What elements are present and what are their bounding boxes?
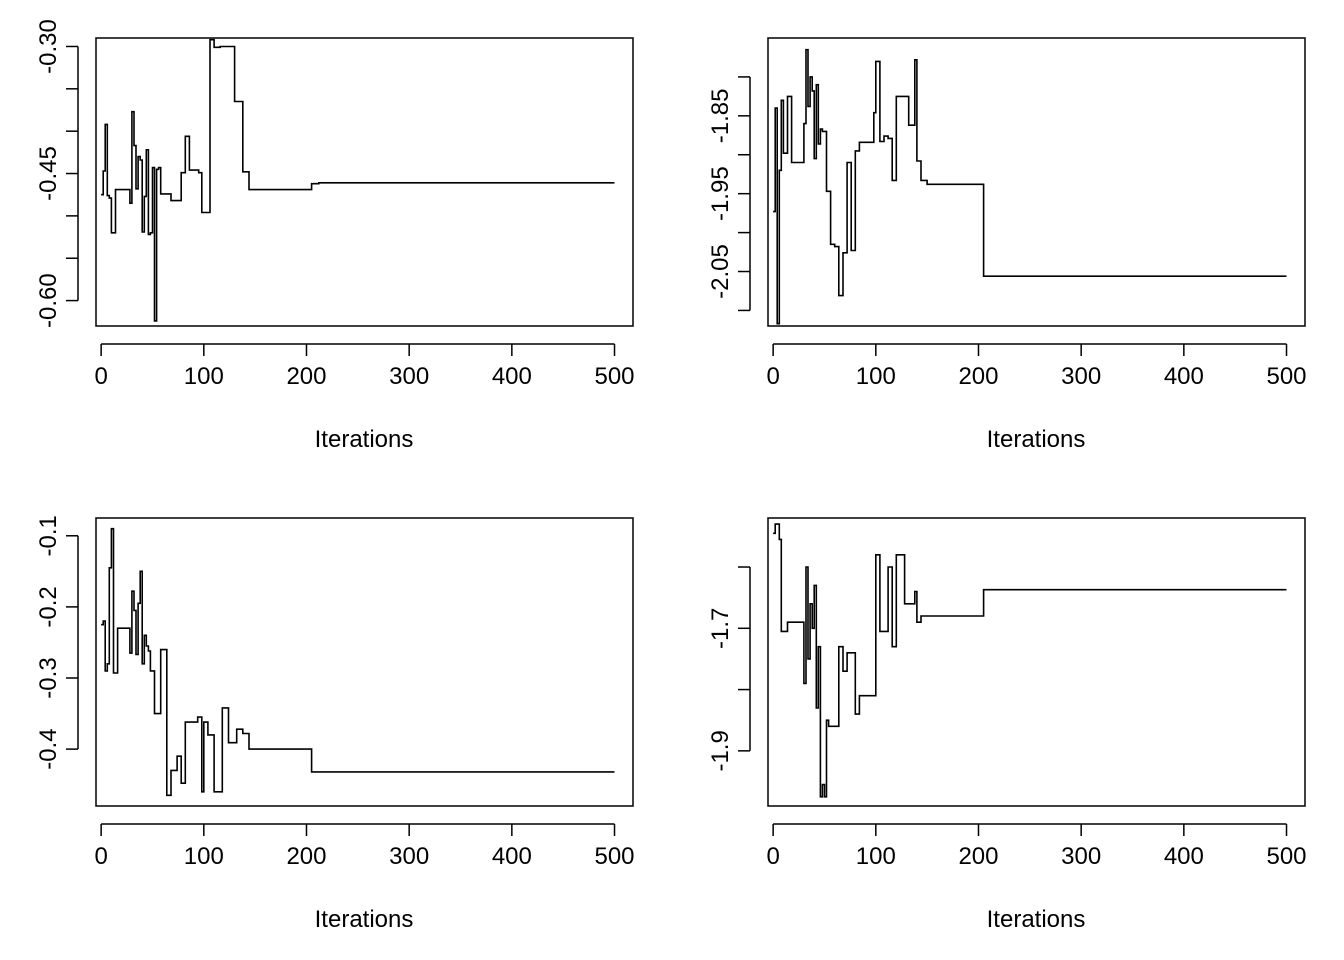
x-tick-label: 500 xyxy=(1266,363,1306,390)
y-tick-label: -1.95 xyxy=(707,166,734,221)
x-tick-label: 500 xyxy=(594,363,634,390)
series-line xyxy=(101,527,615,797)
plot-frame xyxy=(767,517,1306,807)
x-tick-label: 0 xyxy=(766,843,779,870)
x-axis-title: Iterations xyxy=(315,906,414,933)
x-axis-title: Iterations xyxy=(987,906,1086,933)
x-tick-label: 100 xyxy=(856,843,896,870)
y-tick-label: -0.60 xyxy=(35,273,62,328)
x-tick-label: 100 xyxy=(184,363,224,390)
y-tick-label: -0.1 xyxy=(35,515,62,556)
x-tick-label: 500 xyxy=(594,843,634,870)
x-tick-label: 200 xyxy=(958,843,998,870)
x-tick-label: 200 xyxy=(286,363,326,390)
y-tick-label: -1.9 xyxy=(707,730,734,771)
x-tick-label: 500 xyxy=(1266,843,1306,870)
y-tick-label: -0.45 xyxy=(35,146,62,201)
x-tick-label: 400 xyxy=(1164,843,1204,870)
y-tick-label: -0.4 xyxy=(35,728,62,769)
plot-frame xyxy=(95,517,634,807)
x-tick-label: 0 xyxy=(766,363,779,390)
series-line xyxy=(773,523,1287,798)
x-tick-label: 300 xyxy=(389,363,429,390)
x-tick-label: 300 xyxy=(1061,363,1101,390)
x-tick-label: 0 xyxy=(94,843,107,870)
panel-bottom-right: Iterations 0 100 200 300 400 500 -1.7 -1.9 xyxy=(707,517,1307,933)
series-line xyxy=(101,38,615,322)
x-tick-label: 300 xyxy=(389,843,429,870)
panel-top-right: Iterations 0 100 200 300 400 500 -1.85 -1.95 -2.… xyxy=(707,37,1307,453)
x-tick-label: 200 xyxy=(286,843,326,870)
x-tick-label: 400 xyxy=(1164,363,1204,390)
x-tick-label: 300 xyxy=(1061,843,1101,870)
plot-frame xyxy=(95,37,634,327)
y-tick-label: -1.85 xyxy=(707,88,734,143)
x-tick-label: 100 xyxy=(184,843,224,870)
plot-frame xyxy=(767,37,1306,327)
y-tick-label: -0.2 xyxy=(35,586,62,627)
x-tick-label: 0 xyxy=(94,363,107,390)
x-tick-label: 200 xyxy=(958,363,998,390)
x-tick-label: 400 xyxy=(492,363,532,390)
x-tick-label: 400 xyxy=(492,843,532,870)
y-tick-label: -0.3 xyxy=(35,657,62,698)
series-line xyxy=(773,48,1287,325)
panel-bottom-left: Iterations 0 100 200 300 400 500 -0.1 -0.2 -0.3 -… xyxy=(35,515,635,933)
x-axis-title: Iterations xyxy=(315,426,414,453)
y-tick-label: -0.30 xyxy=(35,19,62,74)
panel-top-left: Iterations 0 100 200 300 400 500 -0.30 -0.45 -0.… xyxy=(35,19,635,453)
y-tick-label: -2.05 xyxy=(707,244,734,299)
x-axis-title: Iterations xyxy=(987,426,1086,453)
x-tick-label: 100 xyxy=(856,363,896,390)
y-tick-label: -1.7 xyxy=(707,608,734,649)
